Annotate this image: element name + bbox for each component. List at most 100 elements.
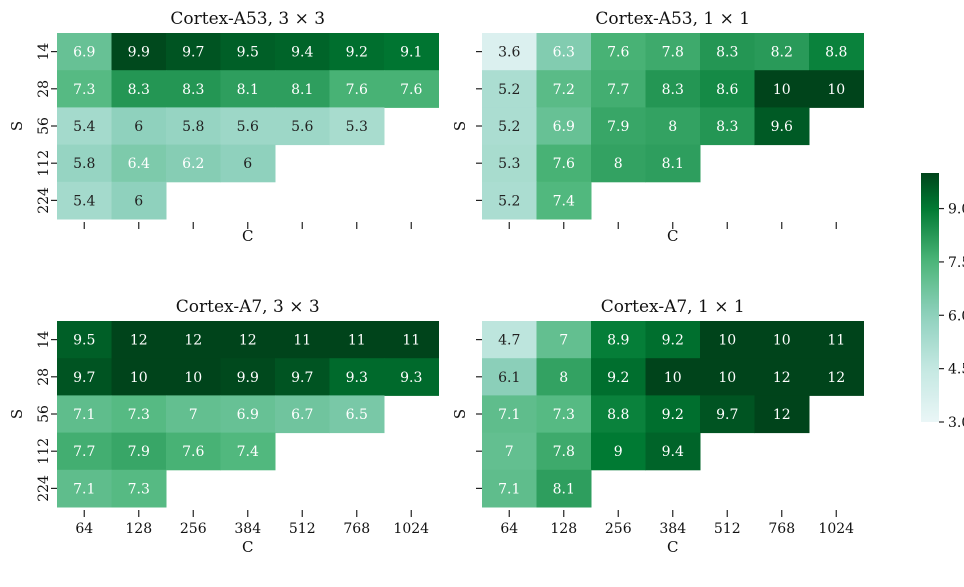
panel4-xtick-label: 1024	[818, 521, 854, 537]
panel1-cell-label: 5.4	[73, 119, 95, 135]
panel1-cell-label: 9.7	[182, 45, 204, 61]
panel2-cell-label: 8	[614, 156, 623, 172]
panel2-cell-label: 9.6	[771, 119, 793, 135]
panel2-cell	[809, 70, 864, 108]
panel3-cell-label: 9.7	[73, 370, 95, 386]
panel1-cell	[275, 33, 330, 71]
panel3-xtick-label: 64	[75, 521, 93, 537]
panel2-cell	[536, 144, 592, 183]
panel2-cell	[482, 144, 537, 183]
panel4-cell-label: 8.9	[607, 333, 629, 349]
panel2-cell-label: 5.2	[498, 82, 520, 98]
panel1-cell-label: 5.3	[346, 119, 368, 135]
panel3-cell	[111, 395, 167, 434]
panel2-cell-label: 8.3	[662, 82, 684, 98]
panel2-cell	[482, 107, 537, 146]
panel3-cell	[329, 358, 385, 396]
panel4-cell-label: 7.3	[553, 407, 575, 423]
panel2-cell	[754, 70, 810, 108]
panel1-cell-label: 5.6	[237, 119, 259, 135]
panel2-cell	[645, 107, 701, 146]
panel1-cell-label: 5.6	[291, 119, 313, 135]
panel4-xlabel: C	[667, 538, 678, 556]
panel1-cell-label: 8.3	[182, 82, 204, 98]
panel4-xtick-label: 128	[550, 521, 577, 537]
panel2-cell	[700, 107, 755, 146]
panel4-cell	[591, 395, 646, 434]
panel2-cell-label: 7.2	[553, 82, 575, 98]
colorbar-tick-label: 7.5	[948, 255, 964, 271]
panel1-cell	[275, 70, 330, 108]
panel4-cell-label: 8	[559, 370, 568, 386]
panel3-ytick-label: 224	[36, 475, 52, 502]
panel2-cell	[700, 33, 755, 71]
panel4-cell	[645, 432, 701, 471]
panel4-xtick-label: 768	[768, 521, 795, 537]
panel2-ylabel: S	[451, 121, 469, 131]
panel4-cell	[591, 358, 646, 396]
panel3-xtick-label: 128	[125, 521, 152, 537]
panel1-cell-label: 9.4	[291, 45, 313, 61]
panel3-title: Cortex-A7, 3 × 3	[176, 297, 320, 317]
panel2-cell-label: 7.7	[607, 82, 629, 98]
panel3-cell-label: 12	[184, 333, 202, 349]
panel1-cell-label: 6	[134, 119, 143, 135]
panel4-cell	[645, 358, 701, 396]
panel4-ylabel: S	[451, 409, 469, 419]
panel1-cell	[166, 107, 221, 146]
panel3-cell-label: 11	[402, 333, 420, 349]
panel1-cell-label: 5.8	[182, 119, 204, 135]
panel3-cell	[384, 321, 439, 359]
panel4-cell	[809, 358, 864, 396]
panel4-cell-label: 10	[664, 370, 682, 386]
panel2-cell-label: 8.2	[771, 45, 793, 61]
panel3-cell-label: 11	[348, 333, 366, 349]
panel4-cell-label: 7.1	[498, 407, 520, 423]
panel4-cell-label: 9.7	[716, 407, 738, 423]
panel1-xlabel: C	[242, 227, 253, 245]
panel1-cell	[111, 70, 167, 108]
panel2-cell-label: 7.4	[553, 193, 575, 209]
panel3-cell-label: 7.6	[182, 444, 204, 460]
panel2-cell	[645, 144, 701, 183]
panel3-cell	[220, 321, 276, 359]
panel4-cell-label: 10	[773, 333, 791, 349]
panel1-cell-label: 9.1	[400, 45, 422, 61]
panel3-cell	[329, 395, 385, 434]
panel1-cell-label: 8.3	[128, 82, 150, 98]
panel2-xlabel: C	[667, 227, 678, 245]
panel2-cell-label: 6.3	[553, 45, 575, 61]
panel4-cell-label: 8.1	[553, 481, 575, 497]
panel3-cell	[220, 395, 276, 434]
panel1-ytick-label: 14	[36, 43, 52, 61]
panel4-cell	[536, 358, 592, 396]
panel1-cell	[166, 70, 221, 108]
panel2-cell-label: 8.6	[716, 82, 738, 98]
panel4-cell-label: 7	[559, 333, 568, 349]
panel2-cell	[536, 70, 592, 108]
panel4-cell	[754, 321, 810, 359]
panel1-cell	[57, 107, 112, 146]
panel2-cell-label: 5.2	[498, 119, 520, 135]
panel3-cell-label: 7.4	[237, 444, 259, 460]
panel3-xtick-label: 768	[343, 521, 370, 537]
panel2-cell	[645, 70, 701, 108]
panel2-cell	[591, 70, 646, 108]
panel1-cell	[111, 144, 167, 183]
panel3-cell-label: 7.9	[128, 444, 150, 460]
panel4-cell-label: 12	[827, 370, 845, 386]
panel3-cell-label: 9.5	[73, 333, 95, 349]
panel4-cell-label: 10	[718, 370, 736, 386]
panel1-cell-label: 6.9	[73, 45, 95, 61]
colorbar-tick-label: 4.5	[948, 362, 964, 378]
panel4-cell	[754, 358, 810, 396]
panel4-cell	[536, 321, 592, 359]
panel3-cell-label: 9.9	[237, 370, 259, 386]
panel3-cell	[166, 432, 221, 471]
panel3-cell-label: 7.7	[73, 444, 95, 460]
panel3-cell-label: 9.3	[400, 370, 422, 386]
panel1-cell-label: 7.3	[73, 82, 95, 98]
panel2-cell-label: 7.8	[662, 45, 684, 61]
panel2-cell-label: 8	[668, 119, 677, 135]
